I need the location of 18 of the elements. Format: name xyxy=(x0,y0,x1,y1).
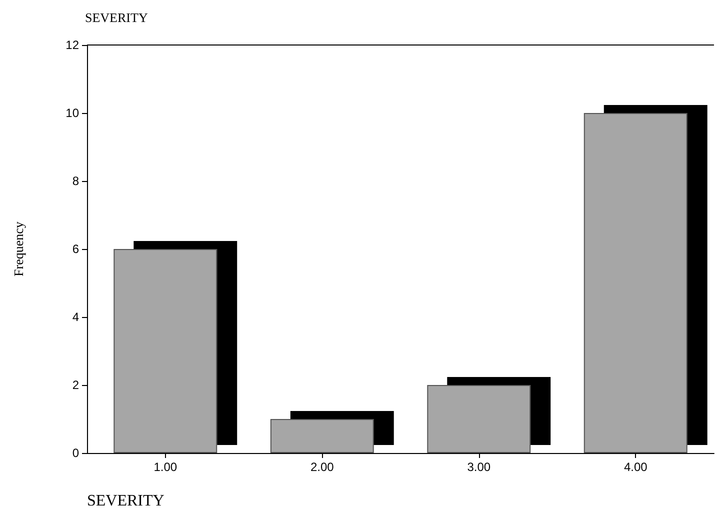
y-tick-label: 6 xyxy=(72,242,80,256)
y-axis-title: Frequency xyxy=(11,221,26,276)
y-tick-label: 0 xyxy=(72,446,80,460)
bar xyxy=(114,249,218,453)
y-tick-label: 12 xyxy=(66,38,80,52)
bar xyxy=(427,385,531,453)
bar xyxy=(584,113,688,453)
x-axis-title: SEVERITY xyxy=(87,492,165,510)
x-tick-label: 1.00 xyxy=(154,460,178,474)
x-tick-label: 4.00 xyxy=(624,460,648,474)
bar xyxy=(270,419,374,453)
y-tick-label: 8 xyxy=(72,174,80,188)
chart-title: SEVERITY xyxy=(85,10,148,25)
y-tick-label: 2 xyxy=(72,378,80,392)
x-tick-label: 3.00 xyxy=(467,460,491,474)
y-tick-label: 10 xyxy=(66,106,80,120)
y-tick-label: 4 xyxy=(72,310,80,324)
x-tick-label: 2.00 xyxy=(310,460,334,474)
